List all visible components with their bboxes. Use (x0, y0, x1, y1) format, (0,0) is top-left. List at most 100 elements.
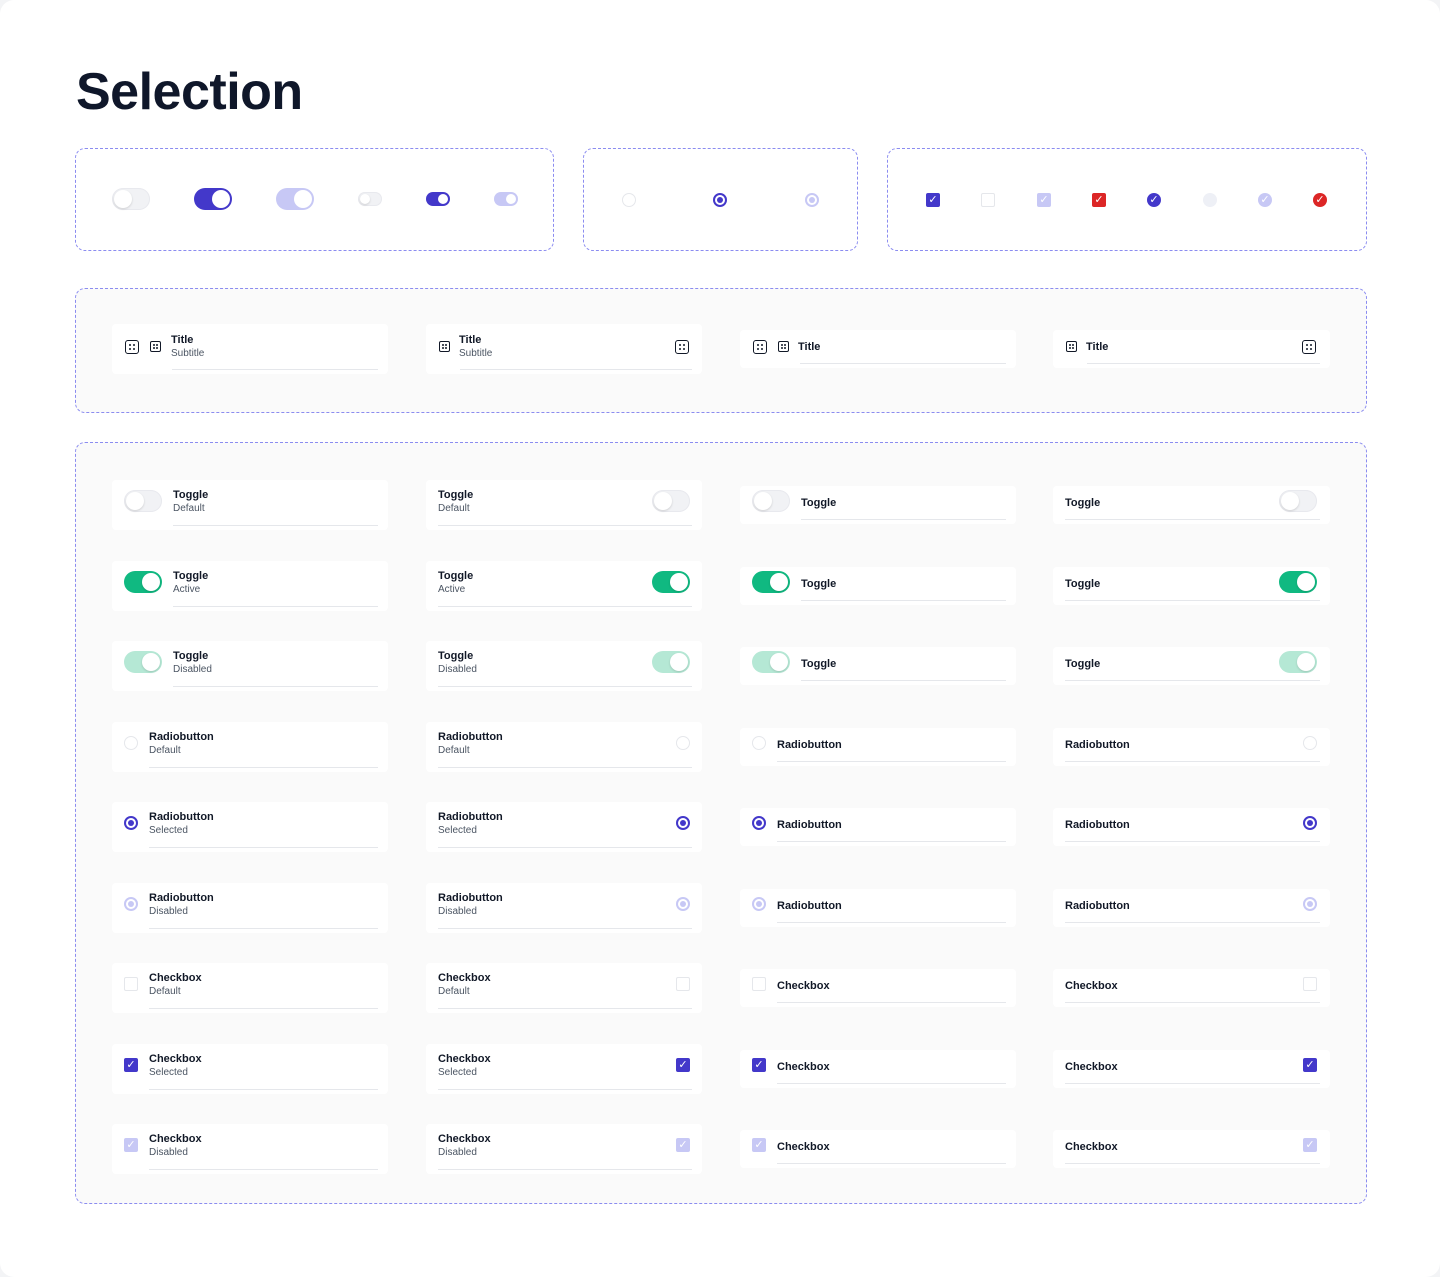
list-cell-checkbox-disabled[interactable] (740, 1130, 1016, 1168)
divider (149, 847, 378, 848)
toggle-switch[interactable] (752, 490, 790, 512)
checkbox[interactable] (1303, 977, 1317, 991)
toggle-off-large[interactable] (112, 188, 150, 210)
radio-button[interactable] (676, 816, 690, 830)
checkbox[interactable] (124, 977, 138, 991)
list-cell-radiobutton-default[interactable] (426, 722, 702, 772)
checkbox[interactable] (752, 977, 766, 991)
cell-title: Checkbox (438, 1133, 491, 1145)
toggle-switch[interactable] (1279, 490, 1317, 512)
cell-title: Checkbox (438, 972, 491, 984)
toggle-knob (294, 190, 312, 208)
list-cell-leading-icons[interactable] (112, 324, 388, 374)
list-cell-checkbox-selected[interactable] (1053, 1050, 1330, 1088)
list-cell-checkbox-selected[interactable] (740, 1050, 1016, 1088)
cell-subtitle: Selected (438, 1067, 477, 1078)
placeholder-square-icon (1066, 341, 1077, 352)
cell-title: Toggle (801, 497, 837, 509)
cell-title: Toggle (438, 650, 474, 662)
list-cell-radiobutton-disabled[interactable] (1053, 889, 1330, 927)
toggle-knob (670, 653, 688, 671)
toggle-on-large[interactable] (194, 188, 232, 210)
toggle-knob (770, 573, 788, 591)
checkbox-default[interactable] (981, 193, 995, 207)
list-cell-checkbox-disabled[interactable] (426, 1124, 702, 1174)
list-cell-radiobutton-default[interactable] (1053, 728, 1330, 766)
toggle-variants-frame (75, 148, 554, 251)
list-cell-checkbox-default[interactable] (740, 969, 1016, 1007)
check-circle-selected[interactable]: ✓ (1147, 193, 1161, 207)
cell-title: Checkbox (149, 1053, 202, 1065)
list-cell-checkbox-default[interactable] (426, 963, 702, 1013)
radio-selected[interactable] (713, 193, 727, 207)
toggle-knob (770, 653, 788, 671)
list-cell-checkbox-default[interactable] (112, 963, 388, 1013)
list-cell-radiobutton-selected[interactable] (740, 808, 1016, 846)
list-cell-checkbox-disabled[interactable] (1053, 1130, 1330, 1168)
toggle-knob (1297, 653, 1315, 671)
toggle-switch[interactable] (124, 490, 162, 512)
toggle-disabled-large (276, 188, 314, 210)
list-cell-radiobutton-selected[interactable] (112, 802, 388, 852)
radio-button[interactable] (124, 816, 138, 830)
toggle-off-small[interactable] (358, 192, 382, 206)
check-circle-error[interactable]: ✓ (1313, 193, 1327, 207)
toggle-on-small[interactable] (426, 192, 450, 206)
cell-title: Radiobutton (777, 819, 842, 831)
checkbox-selected[interactable]: ✓ (926, 193, 940, 207)
cell-title: Checkbox (777, 1061, 830, 1073)
checkbox[interactable]: ✓ (124, 1058, 138, 1072)
checkbox[interactable]: ✓ (1303, 1058, 1317, 1072)
divider (438, 1089, 692, 1090)
radio-button[interactable] (1303, 816, 1317, 830)
cell-title: Toggle (173, 650, 209, 662)
list-cell-radiobutton-selected[interactable] (426, 802, 702, 852)
list-cell-checkbox-disabled[interactable] (112, 1124, 388, 1174)
check-circle-default[interactable] (1203, 193, 1217, 207)
list-cell-checkbox-default[interactable] (1053, 969, 1330, 1007)
checkbox[interactable]: ✓ (676, 1058, 690, 1072)
radio-button[interactable] (1303, 736, 1317, 750)
radio-button[interactable] (124, 736, 138, 750)
checkbox-error[interactable]: ✓ (1092, 193, 1106, 207)
list-cell-compact-leading[interactable] (740, 330, 1016, 368)
list-cell-checkbox-selected[interactable] (426, 1044, 702, 1094)
list-cell-radiobutton-default[interactable] (112, 722, 388, 772)
cell-title: Radiobutton (149, 811, 214, 823)
divider (1087, 363, 1320, 364)
list-cell-radiobutton-selected[interactable] (1053, 808, 1330, 846)
cell-title: Radiobutton (777, 739, 842, 751)
divider (438, 847, 692, 848)
cell-title: Radiobutton (438, 892, 503, 904)
divider (172, 369, 378, 370)
checkbox: ✓ (752, 1138, 766, 1152)
radio-button[interactable] (752, 816, 766, 830)
divider (1065, 1163, 1320, 1164)
toggle-switch[interactable] (1279, 571, 1317, 593)
list-cell-trailing-icon[interactable] (426, 324, 702, 374)
toggle-switch[interactable] (652, 571, 690, 593)
toggle-switch[interactable] (752, 571, 790, 593)
list-cell-radiobutton-disabled[interactable] (740, 889, 1016, 927)
radio-default[interactable] (622, 193, 636, 207)
cell-title: Toggle (438, 489, 474, 501)
radio-button (1303, 897, 1317, 911)
radio-button[interactable] (752, 736, 766, 750)
list-cell-radiobutton-default[interactable] (740, 728, 1016, 766)
checkbox[interactable]: ✓ (752, 1058, 766, 1072)
toggle-knob (438, 194, 448, 204)
checkbox[interactable] (676, 977, 690, 991)
toggle-switch[interactable] (124, 571, 162, 593)
list-cell-compact-trailing[interactable] (1053, 330, 1330, 368)
list-cell-radiobutton-disabled[interactable] (426, 883, 702, 933)
cell-title: Checkbox (1065, 1141, 1118, 1153)
radio-button[interactable] (676, 736, 690, 750)
cell-subtitle: Default (149, 986, 181, 997)
toggle-switch[interactable] (652, 490, 690, 512)
divider (149, 1008, 378, 1009)
list-cell-radiobutton-disabled[interactable] (112, 883, 388, 933)
cell-subtitle: Default (149, 745, 181, 756)
list-cell-checkbox-selected[interactable] (112, 1044, 388, 1094)
toggle-knob (654, 492, 672, 510)
